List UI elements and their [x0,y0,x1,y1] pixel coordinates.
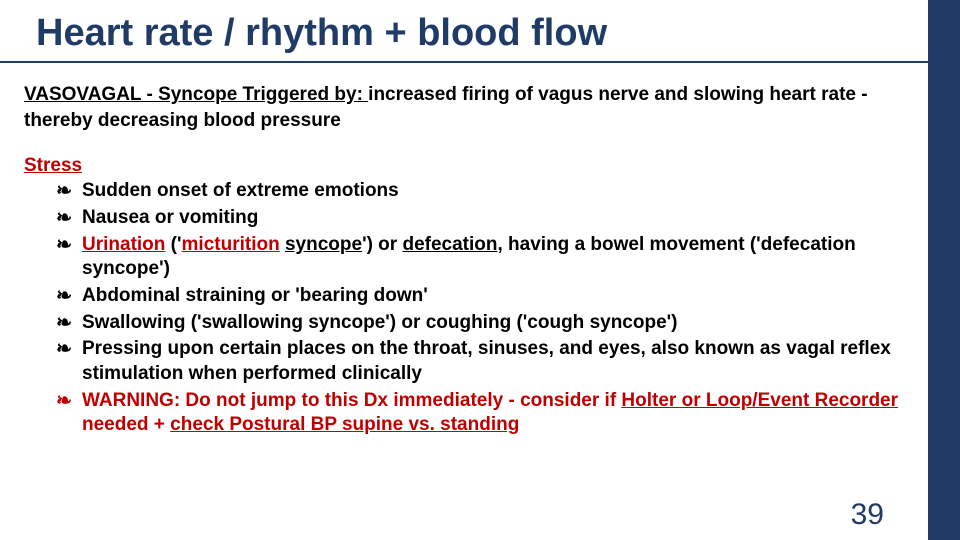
intro-lead: VASOVAGAL - Syncope Triggered by: [24,84,368,105]
list-item: WARNING: Do not jump to this Dx immediat… [56,389,904,438]
bullet-list: Sudden onset of extreme emotionsNausea o… [0,179,928,438]
list-item: Abdominal straining or 'bearing down' [56,284,904,309]
slide-title: Heart rate / rhythm + blood flow [0,0,928,63]
list-item: Pressing upon certain places on the thro… [56,337,904,386]
intro-paragraph: VASOVAGAL - Syncope Triggered by: increa… [0,82,928,133]
list-item: Sudden onset of extreme emotions [56,179,904,204]
list-item: Nausea or vomiting [56,206,904,231]
list-item: Urination ('micturition syncope') or def… [56,233,904,282]
slide-content: Heart rate / rhythm + blood flow VASOVAG… [0,0,928,540]
sidebar-accent [928,0,960,540]
page-number: 39 [851,498,884,532]
subheading: Stress [0,155,928,177]
list-item: Swallowing ('swallowing syncope') or cou… [56,311,904,336]
